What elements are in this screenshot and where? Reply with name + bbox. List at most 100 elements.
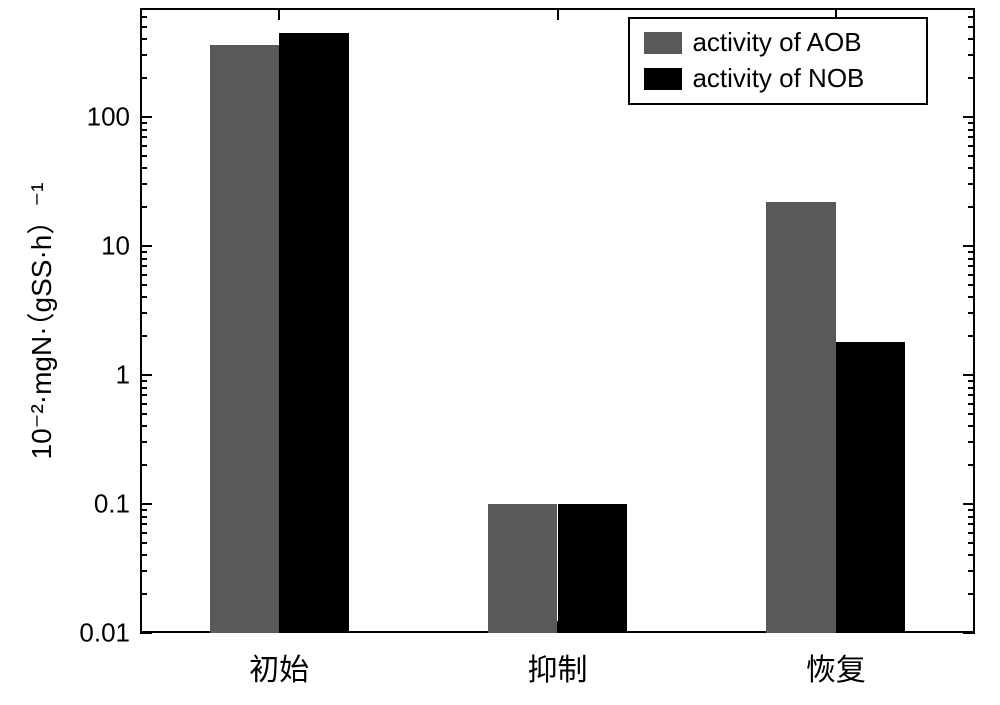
y-minor-tick — [140, 380, 147, 382]
y-minor-tick — [140, 516, 147, 518]
y-minor-tick — [140, 136, 147, 138]
bar — [488, 504, 558, 633]
y-minor-tick — [968, 509, 975, 511]
bar — [836, 342, 906, 633]
y-tick — [963, 245, 975, 247]
y-minor-tick — [968, 394, 975, 396]
y-minor-tick — [968, 54, 975, 56]
y-minor-tick — [968, 403, 975, 405]
y-minor-tick — [140, 77, 147, 79]
y-tick-label: 0.01 — [79, 618, 130, 649]
y-minor-tick — [968, 26, 975, 28]
y-tick-label: 1 — [116, 360, 130, 391]
y-tick — [140, 116, 152, 118]
y-tick — [140, 503, 152, 505]
y-minor-tick — [140, 335, 147, 337]
legend-item: activity of NOB — [644, 63, 864, 94]
y-minor-tick — [968, 155, 975, 157]
y-minor-tick — [968, 251, 975, 253]
y-minor-tick — [140, 403, 147, 405]
y-minor-tick — [968, 258, 975, 260]
y-tick — [140, 632, 152, 634]
y-minor-tick — [968, 284, 975, 286]
y-tick — [963, 632, 975, 634]
legend-swatch — [644, 68, 682, 90]
y-minor-tick — [140, 16, 147, 18]
y-minor-tick — [968, 516, 975, 518]
y-minor-tick — [968, 296, 975, 298]
y-minor-tick — [140, 441, 147, 443]
y-minor-tick — [968, 183, 975, 185]
y-minor-tick — [140, 183, 147, 185]
y-minor-tick — [140, 394, 147, 396]
y-tick-label: 10 — [101, 231, 130, 262]
y-minor-tick — [968, 387, 975, 389]
y-minor-tick — [140, 274, 147, 276]
y-minor-tick — [140, 145, 147, 147]
y-tick — [963, 116, 975, 118]
x-tick — [278, 8, 280, 20]
y-minor-tick — [968, 413, 975, 415]
y-minor-tick — [968, 16, 975, 18]
y-tick-label: 100 — [87, 102, 130, 133]
y-minor-tick — [968, 523, 975, 525]
y-minor-tick — [968, 312, 975, 314]
y-minor-tick — [968, 136, 975, 138]
y-minor-tick — [968, 380, 975, 382]
y-minor-tick — [140, 258, 147, 260]
y-axis-label: 10⁻²·mgN·（gSS·h）⁻¹ — [20, 182, 60, 459]
y-minor-tick — [968, 206, 975, 208]
y-minor-tick — [968, 554, 975, 556]
y-minor-tick — [140, 312, 147, 314]
legend-label: activity of NOB — [692, 63, 864, 94]
x-tick-label: 初始 — [249, 645, 309, 689]
y-minor-tick — [140, 296, 147, 298]
y-minor-tick — [140, 155, 147, 157]
y-minor-tick — [968, 441, 975, 443]
y-tick-label: 0.1 — [94, 489, 130, 520]
legend-swatch — [644, 32, 682, 54]
y-minor-tick — [140, 167, 147, 169]
y-minor-tick — [968, 265, 975, 267]
y-minor-tick — [140, 554, 147, 556]
bar — [210, 45, 280, 633]
bar — [279, 33, 349, 633]
y-minor-tick — [968, 167, 975, 169]
legend-item: activity of AOB — [644, 27, 861, 58]
y-minor-tick — [140, 570, 147, 572]
x-tick-label: 恢复 — [806, 645, 866, 689]
bar-chart: 10⁻²·mgN·（gSS·h）⁻¹ 0.01 0.1 1 10 100 初始 抑制 恢复 ac… — [0, 0, 1000, 705]
y-minor-tick — [968, 335, 975, 337]
y-minor-tick — [140, 593, 147, 595]
x-tick-label: 抑制 — [528, 645, 588, 689]
y-minor-tick — [140, 251, 147, 253]
y-minor-tick — [140, 509, 147, 511]
y-minor-tick — [140, 26, 147, 28]
y-minor-tick — [968, 532, 975, 534]
y-minor-tick — [140, 523, 147, 525]
y-minor-tick — [968, 542, 975, 544]
y-minor-tick — [140, 206, 147, 208]
y-tick — [140, 245, 152, 247]
y-tick — [963, 503, 975, 505]
y-minor-tick — [140, 413, 147, 415]
bar — [766, 202, 836, 633]
y-minor-tick — [140, 532, 147, 534]
y-minor-tick — [968, 274, 975, 276]
y-minor-tick — [140, 387, 147, 389]
y-minor-tick — [968, 38, 975, 40]
legend-label: activity of AOB — [692, 27, 861, 58]
y-minor-tick — [968, 570, 975, 572]
y-minor-tick — [968, 77, 975, 79]
y-minor-tick — [140, 464, 147, 466]
y-tick — [140, 374, 152, 376]
y-tick — [963, 374, 975, 376]
y-minor-tick — [140, 542, 147, 544]
y-minor-tick — [140, 122, 147, 124]
y-minor-tick — [968, 464, 975, 466]
y-minor-tick — [140, 129, 147, 131]
x-tick — [557, 8, 559, 20]
y-minor-tick — [140, 265, 147, 267]
y-minor-tick — [140, 284, 147, 286]
y-minor-tick — [968, 129, 975, 131]
